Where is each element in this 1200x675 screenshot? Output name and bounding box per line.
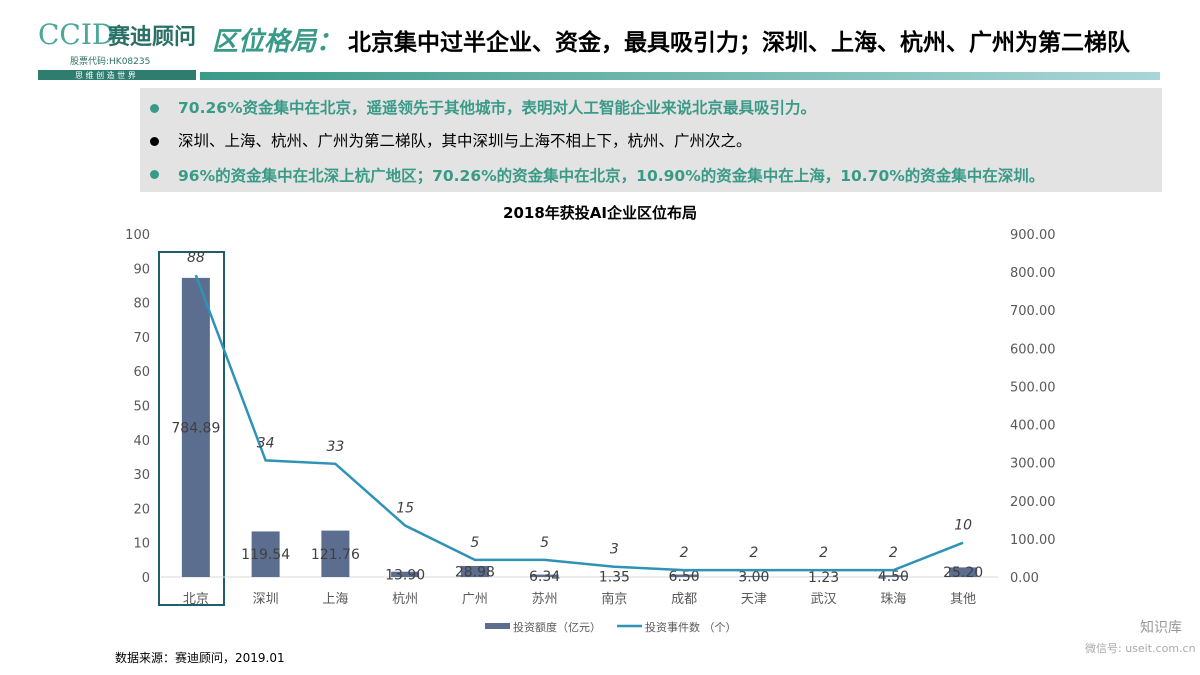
legend-swatch bbox=[485, 623, 510, 629]
watermark-sub: 微信号: useit.com.cn bbox=[1085, 641, 1196, 655]
bar-label: 6.34 bbox=[529, 569, 560, 585]
y2-tick-label: 0.00 bbox=[1010, 571, 1039, 586]
bar bbox=[251, 531, 280, 577]
bar bbox=[181, 277, 210, 577]
bar bbox=[670, 574, 699, 577]
bar-label: 25.20 bbox=[943, 565, 983, 581]
line-label: 15 bbox=[396, 501, 414, 517]
bar-label: 28.98 bbox=[455, 564, 495, 580]
legend-label: 投资额度（亿元） bbox=[513, 620, 601, 634]
y2-tick-label: 300.00 bbox=[1010, 457, 1056, 472]
y2-tick-label: 800.00 bbox=[1010, 266, 1056, 281]
x-tick-label: 苏州 bbox=[532, 591, 558, 607]
line-label: 33 bbox=[326, 439, 344, 455]
highlight-box bbox=[158, 251, 225, 606]
y-tick-label: 80 bbox=[133, 297, 150, 312]
bullet-dot bbox=[150, 170, 159, 179]
y2-tick-label: 400.00 bbox=[1010, 419, 1056, 434]
bar-label: 4.50 bbox=[878, 569, 909, 585]
title-highlight: 区位格局： bbox=[212, 27, 342, 57]
y-tick-label: 70 bbox=[133, 331, 150, 346]
x-tick-label: 上海 bbox=[322, 592, 348, 607]
y-tick-label: 40 bbox=[133, 434, 150, 449]
x-tick-label: 杭州 bbox=[392, 592, 418, 607]
bar-label: 121.76 bbox=[311, 547, 360, 563]
x-tick-label: 北京 bbox=[183, 592, 209, 607]
y2-tick-label: 100.00 bbox=[1010, 533, 1056, 548]
slogan-bar bbox=[38, 70, 196, 80]
y-tick-label: 0 bbox=[142, 571, 150, 586]
stock-code: 股票代码:HK08235 bbox=[70, 56, 150, 67]
bar bbox=[321, 530, 350, 577]
line-label: 34 bbox=[257, 435, 275, 451]
line-label: 2 bbox=[819, 545, 828, 561]
source: 数据来源：赛迪顾问，2019.01 bbox=[115, 650, 285, 665]
x-tick-label: 南京 bbox=[601, 591, 627, 607]
x-tick-label: 深圳 bbox=[253, 592, 279, 607]
y-tick-label: 20 bbox=[133, 502, 150, 517]
bullet: 70.26%资金集中在北京，遥遥领先于其他城市，表明对人工智能企业来说北京最具吸… bbox=[178, 99, 817, 117]
bullet-dot bbox=[150, 104, 159, 113]
line-label: 2 bbox=[680, 545, 689, 561]
bar-label: 1.35 bbox=[599, 570, 630, 586]
slogan: 思 维 创 造 世 界 bbox=[75, 70, 136, 80]
line-label: 2 bbox=[889, 545, 898, 561]
bar bbox=[391, 571, 420, 577]
y-tick-label: 60 bbox=[133, 365, 150, 380]
line-label: 88 bbox=[187, 250, 205, 266]
bullet-dot bbox=[150, 137, 159, 146]
bar bbox=[949, 567, 978, 577]
y2-tick-label: 900.00 bbox=[1010, 228, 1056, 243]
bar-label: 1.23 bbox=[808, 570, 839, 586]
legend-label: 投资事件数 （个） bbox=[645, 620, 737, 634]
y-tick-label: 90 bbox=[133, 262, 150, 277]
line-label: 5 bbox=[470, 535, 479, 551]
y2-tick-label: 500.00 bbox=[1010, 380, 1056, 395]
y2-tick-label: 200.00 bbox=[1010, 495, 1056, 510]
bar bbox=[879, 575, 908, 577]
line bbox=[194, 274, 964, 572]
chart-title: 2018年获投AI企业区位布局 bbox=[503, 204, 697, 222]
bar bbox=[739, 575, 768, 577]
x-tick-label: 广州 bbox=[462, 592, 488, 607]
title-bar bbox=[200, 72, 1160, 80]
line-label: 5 bbox=[540, 535, 549, 551]
bullet: 96%的资金集中在北深上杭广地区；70.26%的资金集中在北京，10.90%的资… bbox=[178, 167, 1045, 185]
y-tick-label: 10 bbox=[133, 537, 150, 552]
y-tick-label: 50 bbox=[133, 400, 150, 415]
title: 北京集中过半企业、资金，最具吸引力；深圳、上海、杭州、广州为第二梯队 bbox=[348, 29, 1131, 56]
line-label: 3 bbox=[610, 542, 619, 558]
bar bbox=[460, 565, 489, 577]
y-tick-label: 100 bbox=[125, 228, 150, 243]
watermark: 知识库 bbox=[1140, 619, 1182, 636]
x-tick-label: 成都 bbox=[671, 592, 697, 607]
logo-cn: 赛迪顾问 bbox=[107, 24, 196, 50]
bullet-box bbox=[140, 88, 1162, 192]
bar-label: 3.00 bbox=[738, 569, 769, 585]
bar bbox=[530, 574, 559, 577]
bar-label: 119.54 bbox=[241, 547, 290, 563]
line-label: 2 bbox=[749, 545, 758, 561]
bar bbox=[600, 576, 629, 577]
y-tick-label: 30 bbox=[133, 468, 150, 483]
logo: CCID bbox=[38, 18, 114, 51]
x-tick-label: 武汉 bbox=[811, 592, 837, 607]
x-tick-label: 其他 bbox=[950, 592, 976, 607]
y2-tick-label: 600.00 bbox=[1010, 342, 1056, 357]
bar-label: 6.50 bbox=[669, 569, 700, 585]
x-tick-label: 珠海 bbox=[880, 592, 906, 607]
bar-label: 13.90 bbox=[385, 567, 425, 583]
bullet: 深圳、上海、杭州、广州为第二梯队，其中深圳与上海不相上下，杭州、广州次之。 bbox=[178, 132, 752, 150]
line-label: 10 bbox=[954, 518, 972, 534]
x-tick-label: 天津 bbox=[741, 592, 767, 607]
bar-label: 784.89 bbox=[171, 420, 220, 436]
y2-tick-label: 700.00 bbox=[1010, 304, 1056, 319]
